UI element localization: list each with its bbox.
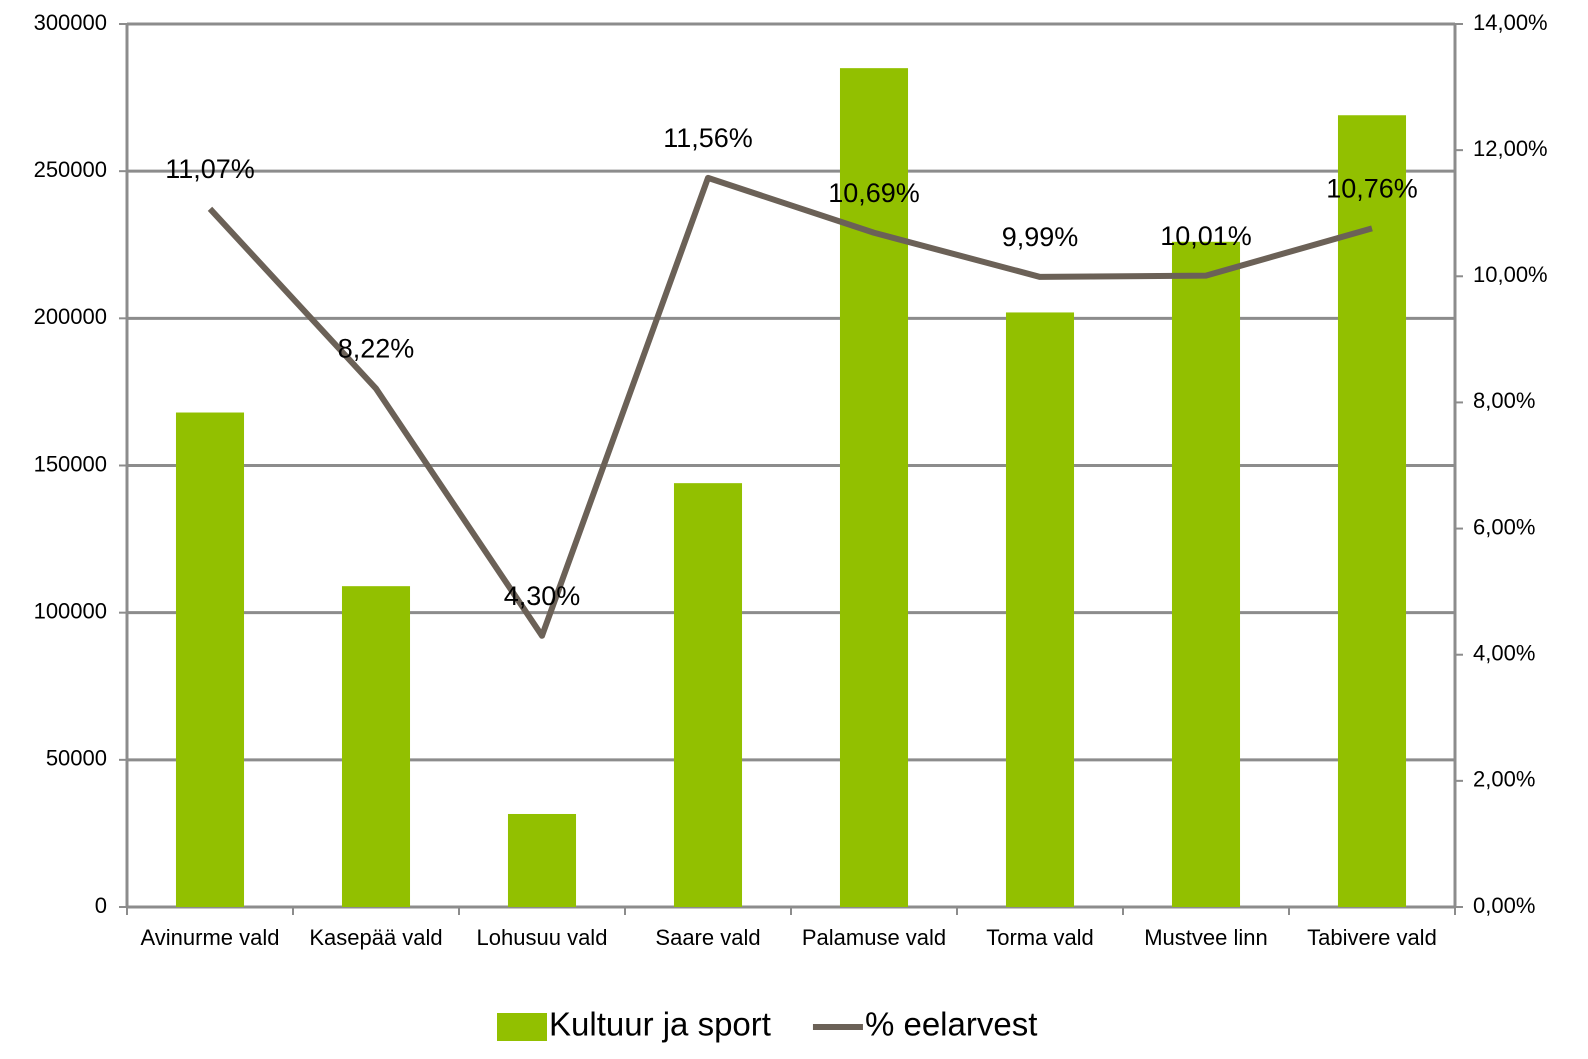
y2-tick-label: 2,00% (1473, 767, 1535, 792)
data-label: 11,56% (663, 123, 753, 153)
data-label: 9,99% (1002, 222, 1079, 252)
y-tick-label: 0 (95, 893, 107, 918)
bar (839, 68, 909, 907)
y2-tick-label: 6,00% (1473, 514, 1535, 539)
bar (1337, 115, 1407, 907)
legend-label: % eelarvest (865, 1006, 1037, 1043)
y2-tick-label: 8,00% (1473, 388, 1535, 413)
data-label: 10,69% (828, 178, 920, 208)
y2-tick-label: 10,00% (1473, 262, 1548, 287)
x-tick-label: Saare vald (655, 925, 760, 950)
line (207, 174, 1373, 639)
data-label: 10,76% (1326, 173, 1418, 203)
y2-tick-label: 12,00% (1473, 136, 1548, 161)
data-label: 8,22% (338, 334, 415, 364)
data-label: 4,30% (504, 581, 581, 611)
data-label: 11,07% (165, 154, 255, 184)
y-tick-label: 50000 (46, 746, 107, 771)
x-tick-label: Torma vald (986, 925, 1094, 950)
x-tick-label: Tabivere vald (1307, 925, 1437, 950)
y-tick-label: 300000 (34, 10, 107, 35)
y-tick-label: 250000 (34, 157, 107, 182)
y-tick-label: 200000 (34, 304, 107, 329)
x-tick-label: Avinurme vald (141, 925, 280, 950)
x-tick-label: Mustvee linn (1144, 925, 1268, 950)
bar (341, 586, 411, 907)
bar (1171, 241, 1241, 908)
legend-swatch (497, 1013, 547, 1041)
y2-tick-label: 0,00% (1473, 893, 1535, 918)
bar (1005, 312, 1075, 907)
x-tick-label: Lohusuu vald (477, 925, 608, 950)
y2-tick-label: 14,00% (1473, 10, 1548, 35)
bar (507, 813, 577, 907)
y-tick-label: 150000 (34, 451, 107, 476)
legend-label: Kultuur ja sport (549, 1006, 771, 1043)
bar (175, 412, 245, 907)
y2-tick-label: 4,00% (1473, 641, 1535, 666)
x-tick-label: Palamuse vald (802, 925, 946, 950)
y-tick-label: 100000 (34, 598, 107, 623)
bar (673, 483, 743, 907)
data-label: 10,01% (1160, 221, 1252, 251)
x-tick-label: Kasepää vald (309, 925, 442, 950)
